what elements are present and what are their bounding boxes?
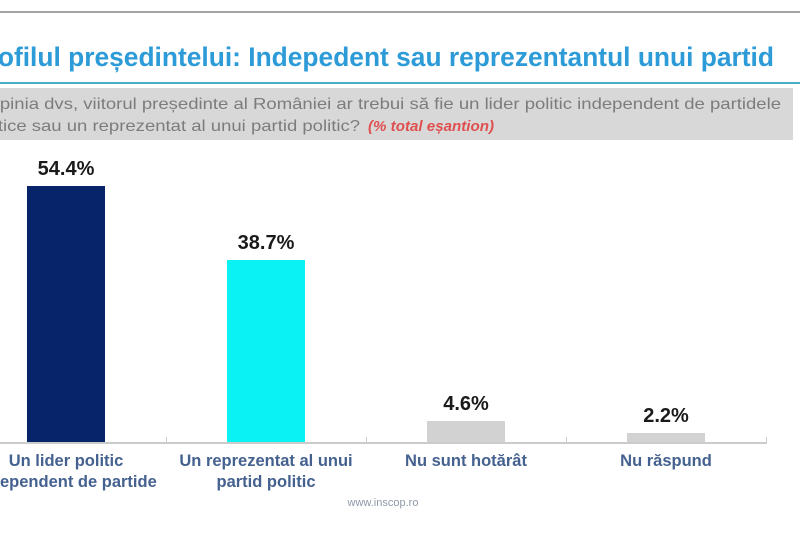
x-axis-line	[0, 442, 767, 444]
question-line-2: politice sau un reprezentat al unui part…	[0, 118, 360, 135]
bar-value-label: 54.4%	[37, 158, 95, 180]
bar-chart: 54.4% Un lider politic independent de par…	[0, 150, 800, 500]
bar-value-label: 2.2%	[643, 405, 689, 427]
category-label: Nu răspund	[620, 452, 712, 470]
bar-value-label: 38.7%	[237, 232, 295, 254]
category-label: Un reprezentat al unui partid politic	[179, 452, 353, 491]
page-title: Profilul președintelui: Indepedent sau r…	[0, 42, 774, 72]
question-box: În opinia dvs, viitorul președinte al Ro…	[0, 88, 793, 140]
bar-value-label: 4.6%	[443, 393, 489, 415]
x-axis-tick	[766, 437, 767, 444]
category-label: Un lider politic independent de partide	[0, 452, 157, 491]
title-underline	[0, 82, 800, 84]
x-axis-tick	[166, 437, 167, 444]
x-axis-tick	[366, 437, 367, 444]
top-divider	[0, 11, 800, 13]
x-axis-tick	[566, 437, 567, 444]
footer-url: www.inscop.ro	[347, 497, 419, 509]
question-text-svg: În opinia dvs, viitorul președinte al Ro…	[0, 94, 781, 135]
bar	[627, 433, 705, 443]
bar	[227, 260, 305, 443]
question-sample-note: (% total eșantion)	[368, 118, 494, 135]
question-line-1: În opinia dvs, viitorul președinte al Ro…	[0, 94, 781, 113]
page-title-svg: Profilul președintelui: Indepedent sau r…	[0, 42, 774, 72]
category-label: Nu sunt hotărât	[405, 452, 527, 470]
bar	[427, 421, 505, 443]
bar	[27, 186, 105, 443]
